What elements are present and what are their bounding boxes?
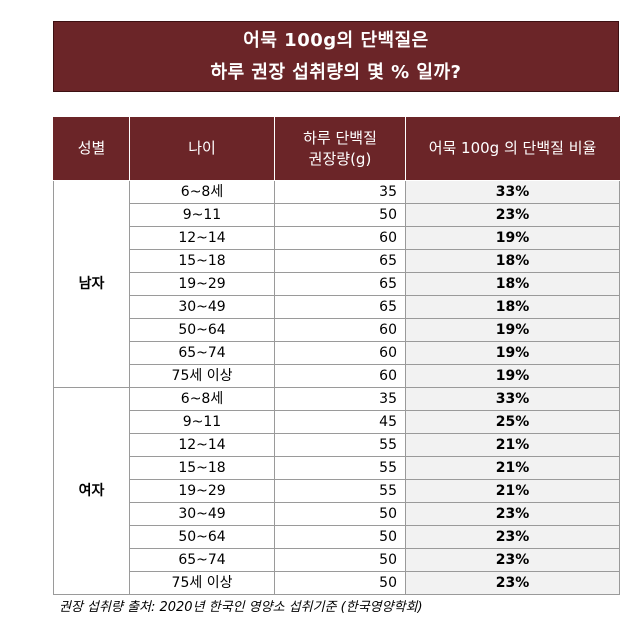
title-line-2: 하루 권장 섭취량의 몇 % 일까? (210, 61, 462, 83)
amount-cell: 60 (274, 226, 406, 250)
header-age: 나이 (129, 116, 275, 181)
age-cell: 65~74 (129, 341, 275, 365)
amount-cell: 50 (274, 502, 406, 526)
header-daily-protein-line-1: 하루 단백질 (303, 128, 377, 147)
table-row: 30~49 50 23% (54, 502, 620, 526)
age-cell: 30~49 (129, 295, 275, 319)
table-row: 65~74 60 19% (54, 341, 620, 365)
ratio-cell: 19% (405, 341, 620, 365)
ratio-cell: 33% (405, 180, 620, 204)
amount-cell: 60 (274, 364, 406, 388)
ratio-cell: 21% (405, 479, 620, 503)
ratio-cell: 18% (405, 249, 620, 273)
table-row: 12~14 55 21% (54, 433, 620, 457)
amount-cell: 60 (274, 318, 406, 342)
table-row: 15~18 55 21% (54, 456, 620, 480)
age-cell: 19~29 (129, 272, 275, 296)
age-cell: 15~18 (129, 249, 275, 273)
amount-cell: 55 (274, 479, 406, 503)
amount-cell: 55 (274, 433, 406, 457)
table-body: 남자 6~8세 35 33% 9~11 50 23% 12~14 60 19% 15~18 65 18%… (53, 180, 620, 595)
header-daily-protein-line-2: 권장량(g) (308, 149, 372, 168)
age-cell: 6~8세 (129, 180, 275, 204)
ratio-cell: 33% (405, 387, 620, 411)
table-row: 50~64 50 23% (54, 525, 620, 549)
amount-cell: 60 (274, 341, 406, 365)
table-row: 12~14 60 19% (54, 226, 620, 250)
amount-cell: 35 (274, 387, 406, 411)
ratio-cell: 23% (405, 525, 620, 549)
amount-cell: 65 (274, 295, 406, 319)
gender-cell: 남자 (53, 180, 130, 388)
amount-cell: 65 (274, 272, 406, 296)
age-cell: 75세 이상 (129, 571, 275, 595)
header-gender: 성별 (53, 116, 130, 181)
ratio-cell: 23% (405, 502, 620, 526)
table-header-row: 성별 나이 하루 단백질 권장량(g) 어묵 100g 의 단백질 비율 (53, 116, 620, 181)
age-cell: 6~8세 (129, 387, 275, 411)
age-cell: 9~11 (129, 203, 275, 227)
age-cell: 12~14 (129, 433, 275, 457)
gender-cell: 여자 (53, 387, 130, 595)
age-cell: 65~74 (129, 548, 275, 572)
age-cell: 15~18 (129, 456, 275, 480)
age-cell: 12~14 (129, 226, 275, 250)
ratio-cell: 21% (405, 456, 620, 480)
ratio-cell: 18% (405, 272, 620, 296)
ratio-cell: 25% (405, 410, 620, 434)
ratio-cell: 23% (405, 571, 620, 595)
table-row: 50~64 60 19% (54, 318, 620, 342)
age-cell: 30~49 (129, 502, 275, 526)
title-banner: 어묵 100g의 단백질은 하루 권장 섭취량의 몇 % 일까? (53, 21, 619, 92)
ratio-cell: 21% (405, 433, 620, 457)
amount-cell: 50 (274, 203, 406, 227)
table-row: 9~11 45 25% (54, 410, 620, 434)
ratio-cell: 19% (405, 364, 620, 388)
table-row: 15~18 65 18% (54, 249, 620, 273)
amount-cell: 45 (274, 410, 406, 434)
ratio-cell: 19% (405, 318, 620, 342)
source-footnote: 권장 섭취량 출처: 2020년 한국인 영양소 섭취기준 (한국영양학회) (59, 600, 423, 615)
table-row: 남자 6~8세 35 33% (53, 180, 620, 388)
table-row: 75세 이상 50 23% (54, 571, 620, 595)
table-row: 여자 6~8세 35 33% (53, 387, 620, 595)
age-cell: 9~11 (129, 410, 275, 434)
protein-table: 성별 나이 하루 단백질 권장량(g) 어묵 100g 의 단백질 비율 남자 6… (53, 116, 620, 595)
amount-cell: 65 (274, 249, 406, 273)
table-row: 30~49 65 18% (54, 295, 620, 319)
header-daily-protein: 하루 단백질 권장량(g) (274, 116, 406, 181)
ratio-cell: 19% (405, 226, 620, 250)
table-row: 75세 이상 60 19% (54, 364, 620, 388)
amount-cell: 50 (274, 525, 406, 549)
age-cell: 19~29 (129, 479, 275, 503)
ratio-cell: 23% (405, 203, 620, 227)
header-ratio: 어묵 100g 의 단백질 비율 (405, 116, 620, 181)
ratio-cell: 18% (405, 295, 620, 319)
amount-cell: 55 (274, 456, 406, 480)
amount-cell: 35 (274, 180, 406, 204)
table-row: 19~29 65 18% (54, 272, 620, 296)
title-line-1: 어묵 100g의 단백질은 (243, 29, 429, 51)
age-cell: 75세 이상 (129, 364, 275, 388)
ratio-cell: 23% (405, 548, 620, 572)
age-cell: 50~64 (129, 318, 275, 342)
amount-cell: 50 (274, 571, 406, 595)
table-row: 65~74 50 23% (54, 548, 620, 572)
amount-cell: 50 (274, 548, 406, 572)
age-cell: 50~64 (129, 525, 275, 549)
table-row: 19~29 55 21% (54, 479, 620, 503)
table-row: 9~11 50 23% (54, 203, 620, 227)
